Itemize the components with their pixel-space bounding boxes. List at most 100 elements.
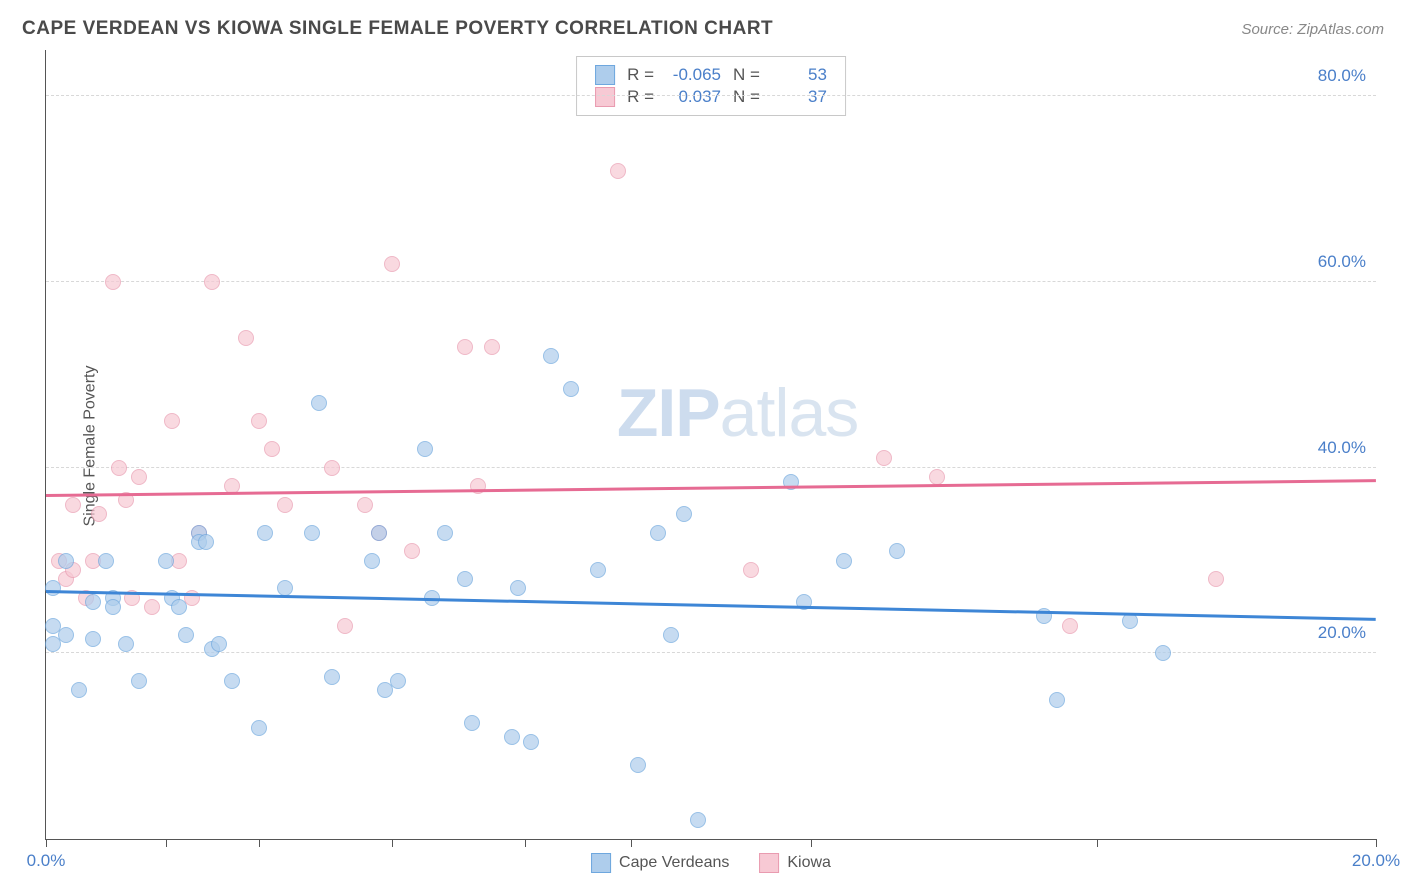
y-tick-label: 80.0% [1318, 66, 1366, 86]
data-point-cape-verdean [251, 720, 267, 736]
data-point-cape-verdean [364, 553, 380, 569]
n-value-a: 53 [772, 65, 827, 85]
chart-title: CAPE VERDEAN VS KIOWA SINGLE FEMALE POVE… [22, 18, 773, 40]
legend-label-b: Kiowa [787, 854, 831, 872]
r-label: R = [627, 65, 654, 85]
trend-line-kiowa [46, 479, 1376, 496]
data-point-cape-verdean [85, 631, 101, 647]
data-point-kiowa [404, 543, 420, 559]
data-point-cape-verdean [543, 348, 559, 364]
r-label: R = [627, 87, 654, 107]
correlation-stats-box: R = -0.065 N = 53 R = 0.037 N = 37 [576, 56, 846, 116]
data-point-kiowa [238, 330, 254, 346]
data-point-kiowa [357, 497, 373, 513]
data-point-cape-verdean [457, 571, 473, 587]
data-point-kiowa [144, 599, 160, 615]
data-point-cape-verdean [563, 381, 579, 397]
data-point-kiowa [105, 274, 121, 290]
trend-line-cape-verdean [46, 590, 1376, 620]
data-point-cape-verdean [71, 682, 87, 698]
data-point-cape-verdean [58, 627, 74, 643]
data-point-cape-verdean [131, 673, 147, 689]
data-point-kiowa [91, 506, 107, 522]
data-point-kiowa [384, 256, 400, 272]
data-point-cape-verdean [158, 553, 174, 569]
swatch-series-a [595, 65, 615, 85]
n-label: N = [733, 87, 760, 107]
x-tick [392, 839, 393, 847]
y-tick-label: 20.0% [1318, 623, 1366, 643]
data-point-cape-verdean [504, 729, 520, 745]
data-point-cape-verdean [105, 599, 121, 615]
data-point-cape-verdean [650, 525, 666, 541]
data-point-cape-verdean [676, 506, 692, 522]
data-point-cape-verdean [630, 757, 646, 773]
data-point-cape-verdean [85, 594, 101, 610]
data-point-cape-verdean [464, 715, 480, 731]
data-point-cape-verdean [198, 534, 214, 550]
data-point-kiowa [743, 562, 759, 578]
data-point-cape-verdean [836, 553, 852, 569]
data-point-cape-verdean [390, 673, 406, 689]
watermark-text: ZIPatlas [617, 374, 858, 452]
data-point-cape-verdean [371, 525, 387, 541]
data-point-cape-verdean [663, 627, 679, 643]
data-point-kiowa [164, 413, 180, 429]
x-tick [259, 839, 260, 847]
data-point-cape-verdean [45, 580, 61, 596]
x-tick [166, 839, 167, 847]
data-point-kiowa [470, 478, 486, 494]
data-point-cape-verdean [417, 441, 433, 457]
data-point-cape-verdean [1049, 692, 1065, 708]
x-tick-label: 0.0% [27, 851, 66, 871]
x-tick [525, 839, 526, 847]
grid-line [46, 281, 1376, 282]
data-point-kiowa [1062, 618, 1078, 634]
data-point-cape-verdean [257, 525, 273, 541]
source-attribution: Source: ZipAtlas.com [1241, 21, 1384, 38]
data-point-cape-verdean [437, 525, 453, 541]
data-point-kiowa [929, 469, 945, 485]
grid-line [46, 652, 1376, 653]
data-point-cape-verdean [304, 525, 320, 541]
data-point-kiowa [876, 450, 892, 466]
data-point-cape-verdean [523, 734, 539, 750]
data-point-cape-verdean [224, 673, 240, 689]
r-value-a: -0.065 [666, 65, 721, 85]
scatter-plot-area: ZIPatlas R = -0.065 N = 53 R = 0.037 N =… [45, 50, 1376, 840]
legend-swatch-a [591, 853, 611, 873]
data-point-kiowa [251, 413, 267, 429]
x-tick [631, 839, 632, 847]
legend-swatch-b [759, 853, 779, 873]
data-point-kiowa [277, 497, 293, 513]
data-point-kiowa [264, 441, 280, 457]
grid-line [46, 95, 1376, 96]
data-point-kiowa [65, 497, 81, 513]
x-tick [811, 839, 812, 847]
data-point-cape-verdean [58, 553, 74, 569]
data-point-cape-verdean [171, 599, 187, 615]
data-point-cape-verdean [118, 636, 134, 652]
data-point-kiowa [131, 469, 147, 485]
data-point-kiowa [337, 618, 353, 634]
data-point-cape-verdean [211, 636, 227, 652]
n-value-b: 37 [772, 87, 827, 107]
x-tick [1376, 839, 1377, 847]
data-point-cape-verdean [510, 580, 526, 596]
data-point-cape-verdean [98, 553, 114, 569]
data-point-kiowa [324, 460, 340, 476]
x-tick-label: 20.0% [1352, 851, 1400, 871]
data-point-cape-verdean [889, 543, 905, 559]
data-point-cape-verdean [590, 562, 606, 578]
stats-row-b: R = 0.037 N = 37 [595, 87, 827, 107]
swatch-series-b [595, 87, 615, 107]
data-point-kiowa [457, 339, 473, 355]
legend-label-a: Cape Verdeans [619, 854, 729, 872]
stats-row-a: R = -0.065 N = 53 [595, 65, 827, 85]
legend-item-b: Kiowa [759, 853, 831, 873]
data-point-kiowa [1208, 571, 1224, 587]
data-point-cape-verdean [690, 812, 706, 828]
legend-item-a: Cape Verdeans [591, 853, 729, 873]
x-tick [1097, 839, 1098, 847]
n-label: N = [733, 65, 760, 85]
